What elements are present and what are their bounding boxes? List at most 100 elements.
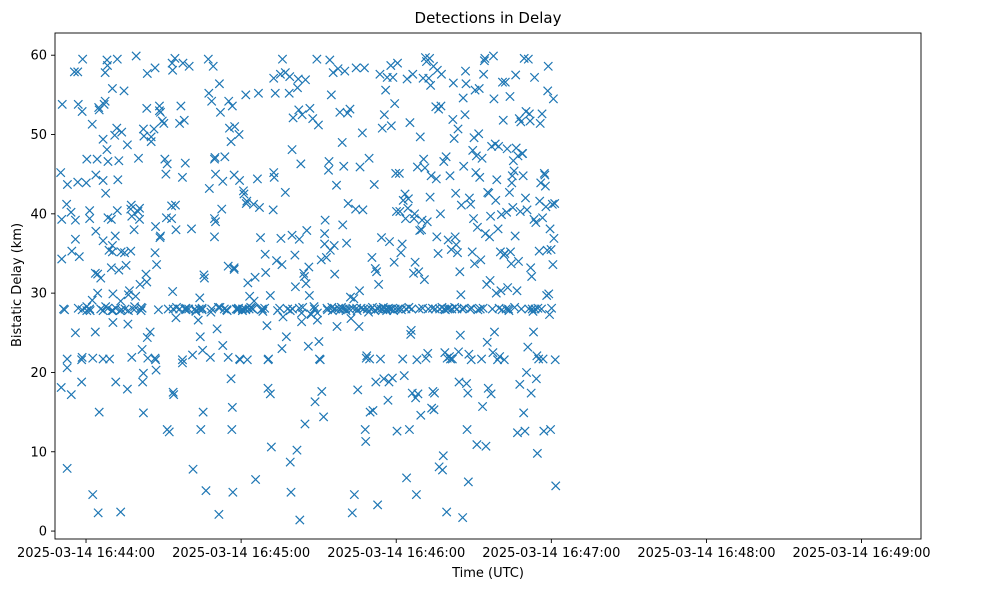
data-point [160,154,170,164]
data-point [337,137,347,148]
data-point [319,229,330,239]
data-point [150,63,160,73]
data-point [392,58,403,68]
data-point [151,259,162,270]
data-point [234,175,245,186]
data-point [260,249,270,259]
data-point [209,232,220,242]
data-point [423,348,433,359]
data-point [269,172,279,182]
data-point [515,379,525,389]
data-point [354,286,365,296]
data-point [503,282,513,293]
data-point [456,290,466,300]
data-point [150,248,160,258]
data-point [195,293,205,303]
data-point [381,85,391,95]
data-point [361,353,371,363]
data-point [466,355,476,365]
data-point [85,305,95,316]
data-point [339,161,349,171]
data-point [93,508,103,518]
data-point [429,405,439,415]
data-point [364,153,374,163]
data-point [145,327,155,337]
data-point [70,234,81,244]
data-point [523,342,533,352]
data-point [112,123,122,133]
data-point [168,387,178,397]
data-point [396,248,406,258]
data-point [101,188,111,198]
data-point [397,239,407,249]
data-point [312,315,323,325]
data-point [56,167,66,178]
data-point [473,305,483,315]
data-point [104,354,115,364]
data-point [155,107,166,117]
data-point [119,86,129,96]
data-point [141,269,151,279]
data-point [243,278,253,288]
data-point [294,234,304,244]
y-tick-label: 60 [30,49,47,64]
data-point [254,202,265,213]
data-point [287,230,297,240]
data-point [463,388,473,398]
data-point [464,349,474,359]
data-point [70,215,81,225]
data-point [530,304,540,314]
data-point [106,263,116,273]
data-point [113,175,123,185]
y-tick-label: 0 [39,525,47,540]
data-point [463,477,473,487]
series-detections [56,51,561,525]
data-point [296,317,307,327]
data-point [505,247,516,257]
data-point [111,377,121,387]
data-point [224,123,235,133]
data-point [329,240,339,251]
data-point [137,303,147,313]
data-point [110,231,120,241]
data-point [121,260,131,271]
data-point [465,304,475,314]
data-point [525,116,535,126]
data-point [298,302,308,313]
data-point [112,206,122,216]
data-point [544,289,554,299]
data-point [480,229,491,239]
data-point [499,355,509,365]
data-point [57,99,67,110]
data-point [278,312,288,322]
data-point [116,296,126,306]
y-tick-label: 10 [30,445,47,460]
data-point [526,263,536,273]
data-point [238,186,249,196]
data-point [116,507,126,517]
data-point [100,96,110,106]
data-point [108,289,118,299]
data-point [493,141,504,152]
data-point [512,286,522,296]
data-point [476,354,487,364]
data-point [280,187,290,198]
data-point [174,118,185,129]
data-point [138,124,149,134]
data-point [199,273,210,283]
data-point [431,174,441,184]
data-point [210,169,221,179]
data-point [424,73,434,83]
data-point [167,65,178,75]
data-point [403,203,413,213]
data-point [209,154,220,164]
data-point [548,259,558,270]
data-point [62,354,72,364]
plot-area [54,32,922,540]
data-point [520,193,531,203]
data-point [479,56,490,66]
data-point [458,512,468,523]
data-point [77,377,87,387]
data-point [77,352,87,363]
